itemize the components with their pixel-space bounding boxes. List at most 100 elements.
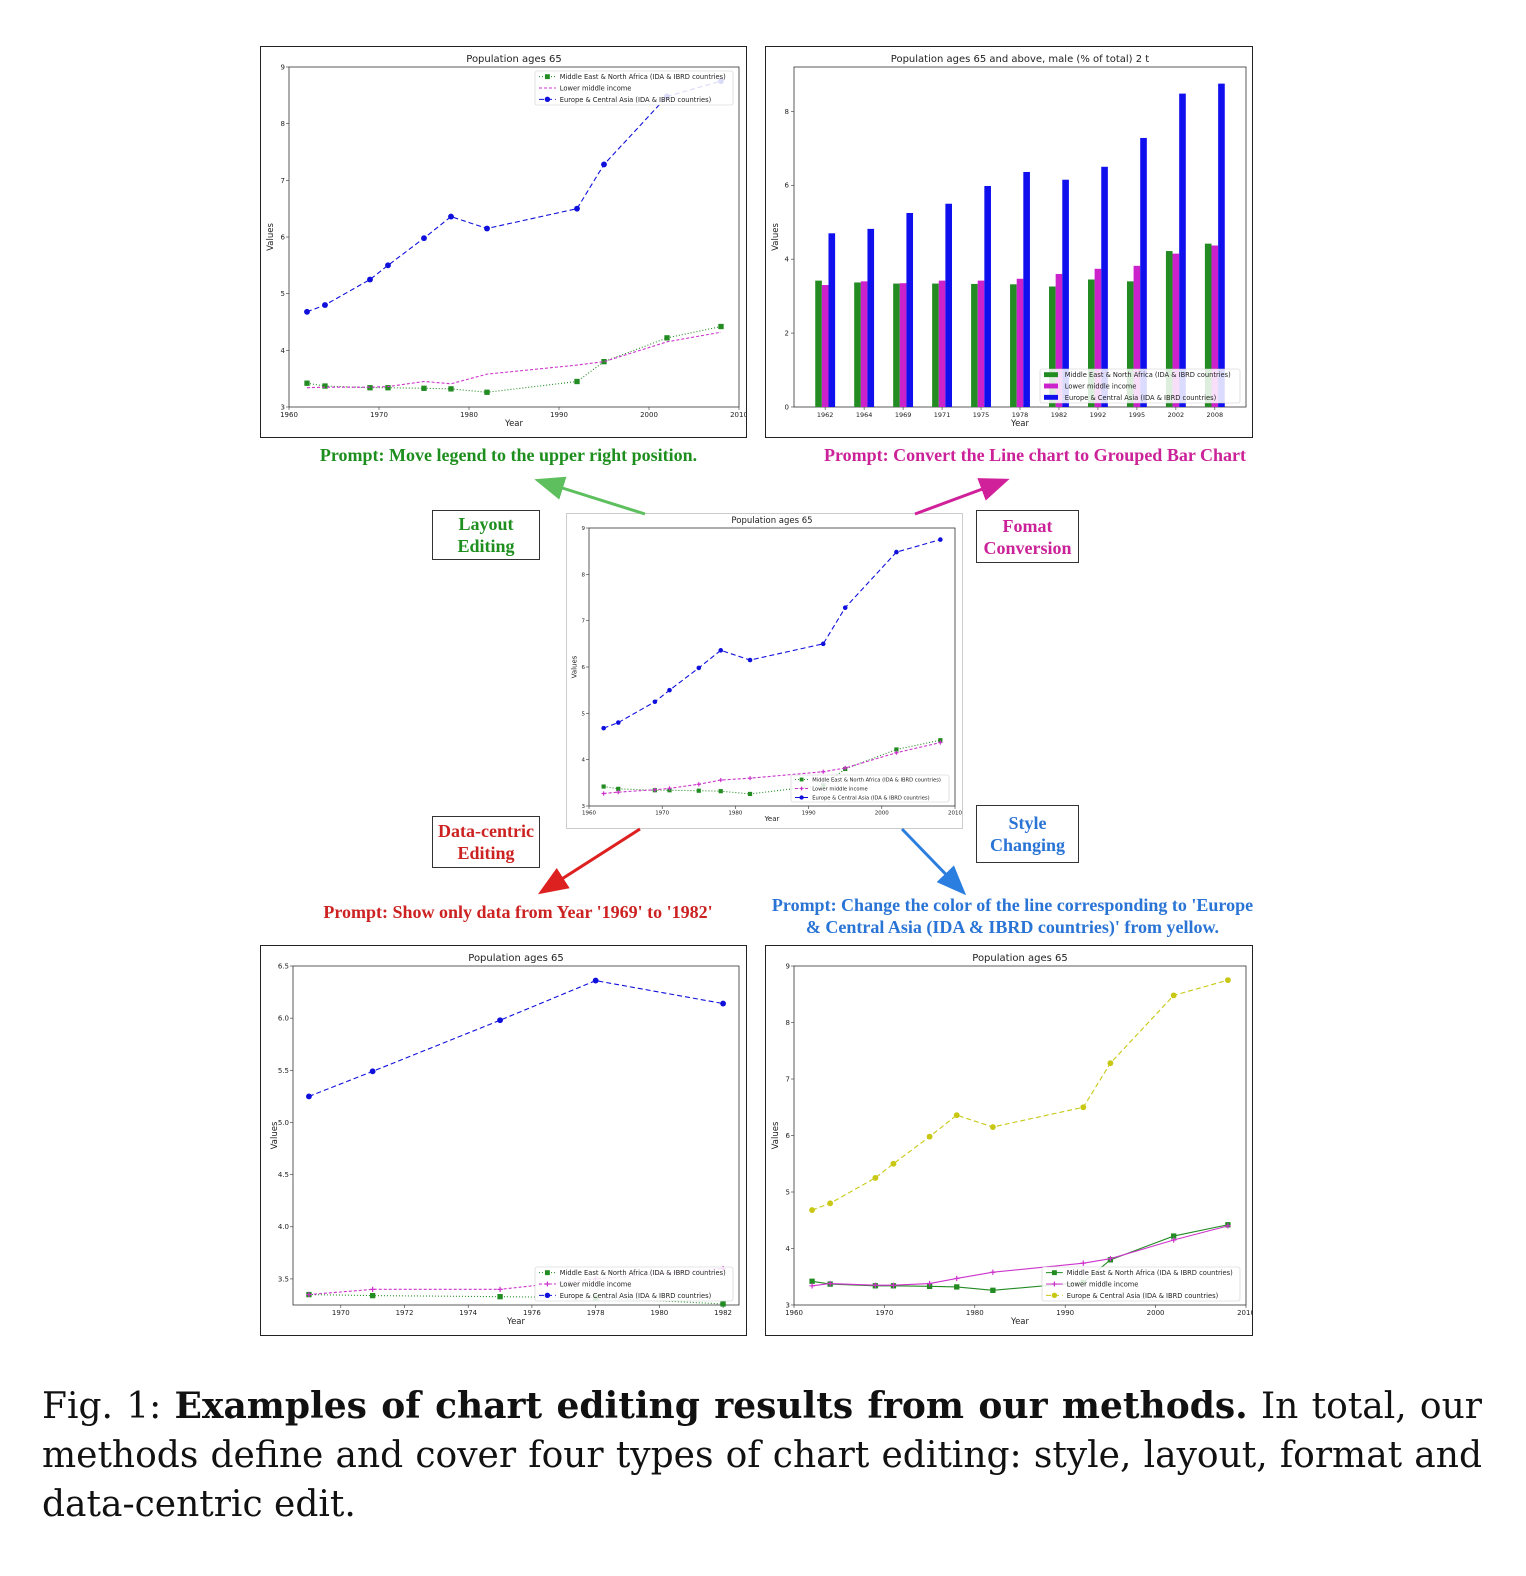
x-tick-label: 2000 — [1147, 1309, 1165, 1317]
chart-panel-data: Population ages 65 Year Values 1970 1972 1974… — [260, 945, 747, 1336]
y-tick-label: 5.5 — [278, 1067, 289, 1075]
data-point — [367, 276, 373, 283]
bar — [821, 285, 829, 407]
data-point — [601, 359, 607, 365]
series-line — [308, 1294, 724, 1305]
legend-label: Lower middle income — [1065, 382, 1137, 390]
data-point — [720, 1000, 726, 1007]
y-tick-label: 6 — [786, 1132, 791, 1140]
chart-data: Population ages 65 Year Values 1970 1972 1974… — [270, 953, 740, 1327]
data-point — [872, 1174, 879, 1181]
series-group — [306, 977, 726, 1100]
legend-box — [790, 774, 950, 803]
data-point — [1170, 992, 1177, 999]
data-point — [322, 383, 328, 389]
x-tick-label: 2000 — [875, 811, 889, 817]
data-point — [615, 720, 621, 725]
legend: Middle East & North Africa (IDA & IBRD c… — [790, 774, 950, 803]
data-point — [894, 549, 899, 555]
data-point — [696, 665, 702, 671]
y-tick-label: 3 — [582, 804, 586, 810]
y-tick-label: 8 — [281, 120, 285, 128]
y-tick-label: 4.0 — [278, 1223, 289, 1231]
x-tick-label: 1982 — [1051, 411, 1068, 419]
series-line — [306, 331, 722, 389]
data-point — [953, 1112, 960, 1119]
tag-format-conversion: Fomat Conversion — [976, 510, 1079, 563]
bar — [867, 228, 875, 407]
y-tick-label: 3 — [281, 403, 285, 411]
y-tick-label: 5.0 — [278, 1119, 289, 1127]
x-tick-label: 2002 — [1168, 411, 1185, 419]
legend-label: Europe & Central Asia (IDA & IBRD countr… — [1067, 1292, 1219, 1300]
arrow-style — [900, 827, 967, 896]
x-axis-label: Year — [764, 815, 780, 823]
data-point — [954, 1275, 960, 1282]
bar — [945, 203, 953, 407]
y-tick-label: 6 — [281, 233, 286, 241]
bar — [1165, 251, 1173, 407]
x-axis-label: Year — [506, 1317, 526, 1327]
tag-format-line-1: Fomat — [1002, 515, 1053, 536]
y-tick-label: 0 — [785, 403, 789, 411]
series-group — [601, 537, 943, 731]
legend-marker — [799, 786, 804, 791]
series-group — [306, 331, 722, 389]
data-point — [827, 1200, 834, 1207]
chart-title: Population ages 65 — [972, 953, 1067, 964]
bar — [906, 212, 914, 407]
data-point — [369, 1068, 376, 1075]
data-point — [601, 791, 606, 796]
data-point — [385, 385, 391, 391]
data-point — [369, 1286, 376, 1293]
data-point — [938, 740, 943, 745]
series-group — [809, 977, 1231, 1214]
y-axis-label: Values — [771, 223, 781, 251]
data-point — [718, 323, 724, 330]
data-point — [369, 1292, 376, 1299]
bar — [1140, 137, 1147, 407]
chart-panel-style: Population ages 65 Year Values 1960 1970 1980… — [765, 945, 1253, 1336]
data-point — [574, 378, 580, 385]
y-axis-label: Values — [270, 1121, 280, 1149]
legend-label: Middle East & North Africa (IDA & IBRD c… — [812, 777, 941, 783]
y-tick-label: 6 — [582, 665, 586, 671]
data-point — [809, 1283, 815, 1289]
legend-marker — [544, 1270, 550, 1276]
legend-label: Middle East & North Africa (IDA & IBRD c… — [1067, 1269, 1233, 1277]
y-axis-label: Values — [570, 655, 578, 678]
prompt-layout: Prompt: Move legend to the upper right p… — [319, 445, 698, 465]
x-tick-label: 1974 — [459, 1309, 477, 1317]
data-point — [484, 389, 490, 395]
series-line — [603, 741, 941, 795]
chart-title: Population ages 65 and above, male (% of… — [891, 54, 1150, 65]
x-tick-label: 2008 — [1207, 411, 1224, 419]
chart-title: Population ages 65 — [466, 54, 561, 65]
legend: Middle East & North Africa (IDA & IBRD c… — [1039, 368, 1241, 404]
bar — [899, 283, 907, 407]
legend-label: Lower middle income — [812, 786, 868, 792]
prompt-format: Prompt: Convert the Line chart to Groupe… — [824, 445, 1246, 465]
data-point — [322, 302, 328, 308]
y-tick-label: 9 — [786, 962, 790, 970]
bar — [1101, 166, 1108, 407]
y-tick-label: 4 — [786, 1245, 791, 1253]
data-point — [720, 1301, 726, 1307]
chart-format: Population ages 65 and above, male (% of… — [771, 54, 1247, 429]
data-point — [652, 699, 658, 705]
plot-frame — [292, 965, 740, 1306]
legend-marker — [544, 1281, 550, 1287]
bar — [1204, 243, 1212, 407]
data-point — [894, 747, 899, 752]
legend-marker — [544, 1292, 551, 1299]
bar — [1211, 245, 1219, 407]
bar — [1094, 268, 1102, 407]
x-axis-label: Year — [1010, 419, 1030, 429]
y-tick-label: 4.5 — [278, 1171, 289, 1179]
legend-label: Middle East & North Africa (IDA & IBRD c… — [560, 73, 726, 81]
data-point — [616, 790, 621, 795]
tag-layout-line-1: Layout — [458, 514, 514, 534]
x-tick-label: 1960 — [280, 411, 298, 419]
data-point — [592, 977, 599, 984]
bar — [984, 186, 991, 407]
